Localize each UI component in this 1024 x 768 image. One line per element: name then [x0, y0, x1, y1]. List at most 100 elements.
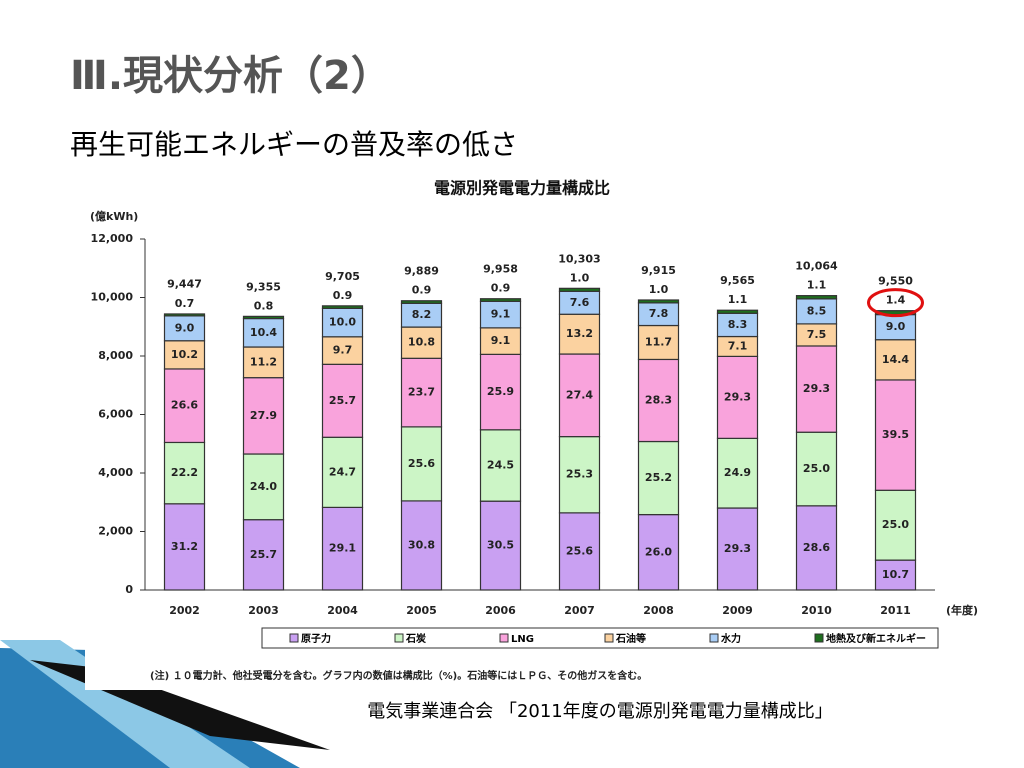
label-background: [725, 338, 750, 354]
data-label: 8.5: [807, 304, 827, 317]
data-label: 27.9: [250, 409, 277, 422]
data-label: 9.7: [333, 344, 353, 357]
total-label: 9,889: [404, 265, 439, 278]
bar-segment: [716, 309, 759, 314]
data-label: 25.2: [645, 471, 672, 484]
bar-segment: [637, 299, 680, 304]
bar-segment: [400, 300, 443, 304]
data-label: 9.0: [175, 321, 195, 334]
x-tick-label: 2005: [406, 604, 437, 617]
y-tick-label: 10,000: [91, 291, 134, 304]
data-label: 27.4: [566, 388, 593, 401]
label-background: [405, 455, 438, 471]
label-background: [642, 470, 675, 486]
legend-label: 石炭: [405, 632, 426, 645]
y-tick-label: 8,000: [98, 349, 133, 362]
data-label: 25.0: [882, 518, 909, 531]
label-background: [804, 326, 829, 342]
data-label: 29.1: [329, 542, 356, 555]
label-background: [405, 537, 438, 553]
bar-segment: [558, 287, 601, 292]
data-label: 7.6: [570, 296, 590, 309]
label-background: [800, 539, 833, 555]
legend-box: [261, 627, 939, 649]
bar-segment: [479, 298, 522, 302]
data-label: 31.2: [171, 540, 198, 553]
x-tick-label: 2011: [880, 604, 911, 617]
label-background: [247, 324, 280, 340]
legend-swatch: [394, 633, 404, 643]
data-label: 9.0: [886, 320, 906, 333]
slide-subtitle: 再生可能エネルギーの普及率の低さ: [70, 128, 518, 161]
label-background: [405, 384, 438, 400]
label-background: [484, 384, 517, 400]
legend-swatch: [499, 633, 509, 643]
data-label: 29.3: [724, 542, 751, 555]
data-label: 10.0: [329, 316, 356, 329]
data-label: 25.7: [250, 548, 277, 561]
bar-segment: [163, 313, 206, 317]
highlight-circle: [867, 288, 924, 318]
legend-label: LNG: [511, 634, 534, 645]
data-label: 23.7: [408, 386, 435, 399]
label-background: [168, 397, 201, 413]
label-background: [642, 544, 675, 560]
label-background: [247, 407, 280, 423]
x-tick-label: 2008: [643, 604, 674, 617]
label-background: [642, 392, 675, 408]
bar-segment: [242, 315, 285, 320]
data-label: 10.4: [250, 326, 277, 339]
total-label: 9,915: [641, 264, 676, 277]
data-label: 0.9: [333, 289, 353, 302]
data-label: 0.8: [254, 299, 274, 312]
data-label: 9.1: [491, 308, 511, 321]
data-label: 0.7: [175, 297, 195, 310]
data-label: 7.1: [728, 339, 748, 352]
legend-label: 地熱及び新エネルギー: [826, 632, 926, 645]
data-label: 25.3: [566, 468, 593, 481]
label-background: [725, 316, 750, 332]
label-background: [488, 333, 513, 349]
x-tick-label: 2009: [722, 604, 753, 617]
label-background: [563, 543, 596, 559]
data-label: 30.5: [487, 539, 514, 552]
data-label: 0.9: [412, 284, 432, 297]
x-tick-label: 2010: [801, 604, 832, 617]
data-label: 24.5: [487, 458, 514, 471]
total-label: 9,565: [720, 274, 755, 287]
label-background: [563, 466, 596, 482]
label-background: [879, 351, 912, 367]
y-tick-label: 6,000: [98, 408, 133, 421]
data-label: 24.9: [724, 466, 751, 479]
data-label: 11.2: [250, 355, 277, 368]
total-label: 9,958: [483, 263, 518, 276]
x-tick-label: 2003: [248, 604, 279, 617]
label-background: [172, 320, 197, 336]
bar-segment: [321, 305, 364, 309]
total-label: 9,705: [325, 270, 360, 283]
label-background: [326, 392, 359, 408]
data-label: 13.2: [566, 327, 593, 340]
data-label: 25.6: [566, 544, 593, 557]
label-background: [800, 461, 833, 477]
label-background: [168, 538, 201, 554]
legend-label: 原子力: [301, 632, 331, 645]
label-background: [330, 342, 355, 358]
slide-title: Ⅲ.現状分析（2）: [70, 53, 391, 99]
y-tick-label: 2,000: [98, 525, 133, 538]
y-tick-label: 12,000: [91, 232, 134, 245]
data-label: 1.0: [570, 271, 590, 284]
label-background: [326, 464, 359, 480]
data-label: 29.3: [803, 382, 830, 395]
data-label: 25.9: [487, 385, 514, 398]
label-background: [721, 389, 754, 405]
label-background: [484, 457, 517, 473]
source: 電気事業連合会 「2011年度の電源別発電電力量構成比」: [367, 701, 833, 722]
label-background: [879, 567, 912, 583]
data-label: 11.7: [645, 335, 672, 348]
label-background: [642, 334, 675, 350]
label-background: [409, 307, 434, 323]
data-label: 1.0: [649, 283, 669, 296]
data-label: 28.6: [803, 541, 830, 554]
